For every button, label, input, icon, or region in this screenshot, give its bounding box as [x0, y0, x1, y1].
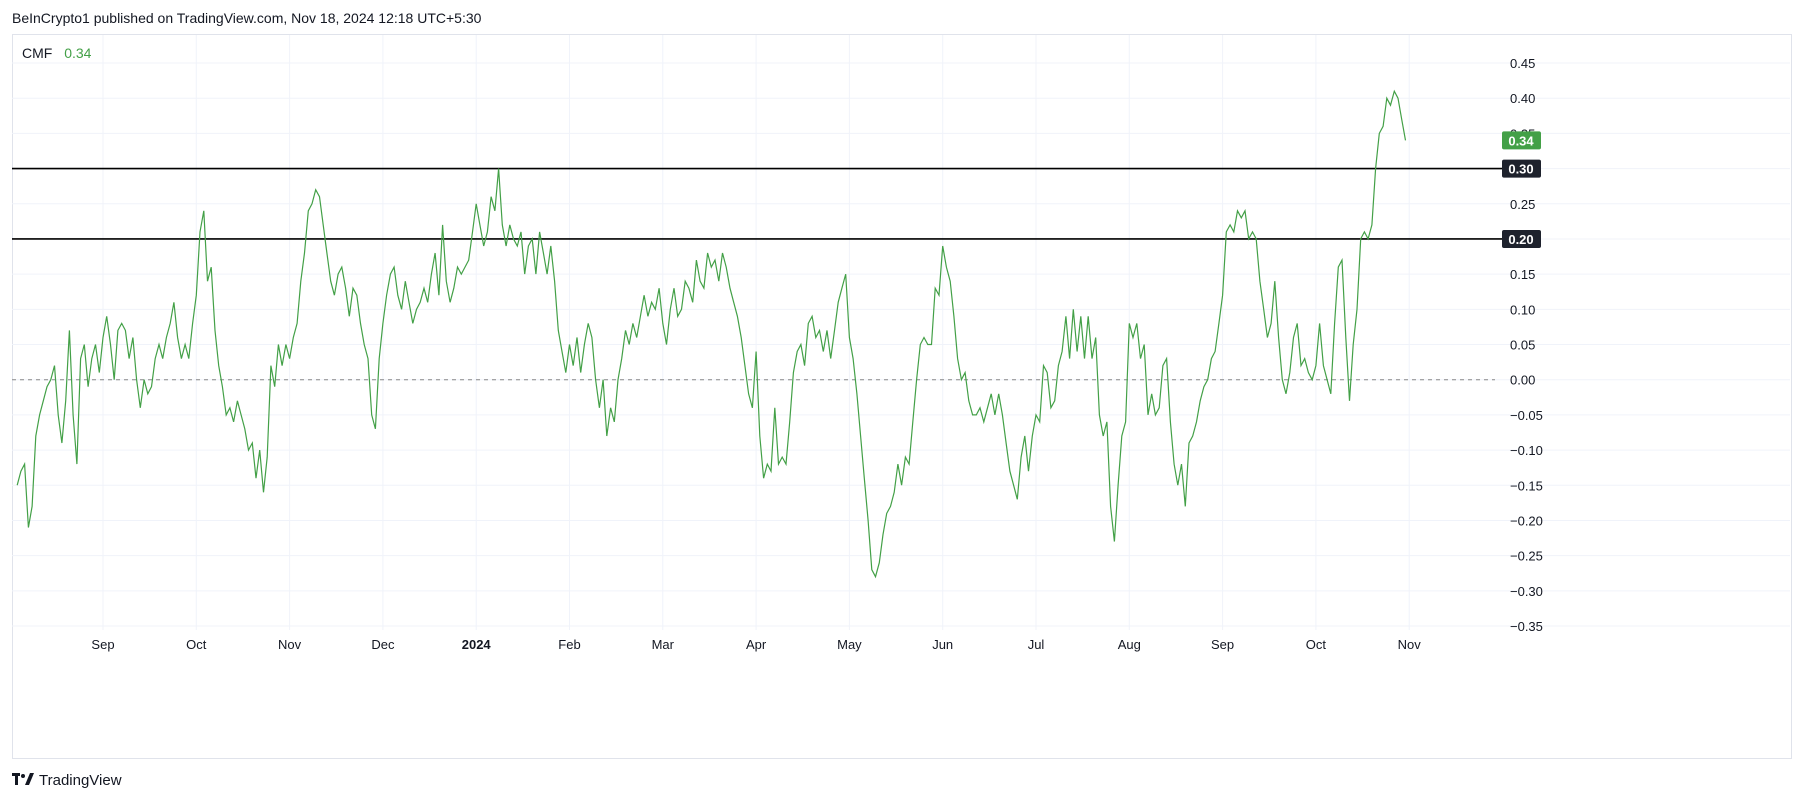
x-tick-label: Sep — [1211, 637, 1234, 652]
indicator-name: CMF — [22, 45, 53, 61]
level-label-bg — [1502, 229, 1541, 248]
y-tick-label: 0.10 — [1510, 302, 1535, 317]
y-tick-label: −0.15 — [1510, 478, 1543, 493]
y-tick-label: −0.10 — [1510, 443, 1543, 458]
y-tick-label: −0.25 — [1510, 549, 1543, 564]
y-tick-label: −0.30 — [1510, 584, 1543, 599]
x-tick-label: Nov — [1398, 637, 1422, 652]
y-tick-label: 0.45 — [1510, 56, 1535, 71]
y-tick-label: −0.05 — [1510, 408, 1543, 423]
x-tick-label: May — [837, 637, 862, 652]
x-tick-label: Apr — [746, 637, 767, 652]
x-tick-label: Mar — [652, 637, 675, 652]
x-tick-label: Dec — [371, 637, 395, 652]
x-tick-label: Feb — [558, 637, 580, 652]
x-tick-label: Nov — [278, 637, 302, 652]
x-tick-label: Aug — [1118, 637, 1141, 652]
x-tick-label: Oct — [1306, 637, 1327, 652]
y-tick-label: 0.15 — [1510, 267, 1535, 282]
footer-brand[interactable]: TradingView — [12, 772, 122, 789]
x-tick-label: Sep — [91, 637, 114, 652]
indicator-legend: CMF 0.34 — [22, 45, 91, 61]
y-tick-label: −0.20 — [1510, 513, 1543, 528]
x-tick-label: Oct — [186, 637, 207, 652]
cmf-line — [16, 89, 1407, 579]
y-tick-label: −0.35 — [1510, 619, 1543, 634]
y-tick-label: 0.25 — [1510, 197, 1535, 212]
y-tick-label: 0.40 — [1510, 91, 1535, 106]
y-tick-label: 0.00 — [1510, 373, 1535, 388]
chart-pane[interactable] — [12, 34, 1792, 759]
brand-name: TradingView — [39, 772, 122, 789]
level-label: 0.30 — [1508, 162, 1533, 177]
tradingview-logo-icon — [12, 772, 34, 789]
indicator-value: 0.34 — [64, 45, 92, 61]
x-tick-label: 2024 — [462, 637, 492, 652]
level-label-bg — [1502, 159, 1541, 178]
last-value-label: 0.34 — [1508, 133, 1534, 148]
last-value-label-bg — [1502, 131, 1541, 150]
level-label: 0.20 — [1508, 232, 1533, 247]
publish-info: BeInCrypto1 published on TradingView.com… — [12, 10, 482, 26]
x-tick-label: Jul — [1028, 637, 1045, 652]
y-tick-label: 0.05 — [1510, 338, 1535, 353]
x-tick-label: Jun — [932, 637, 953, 652]
